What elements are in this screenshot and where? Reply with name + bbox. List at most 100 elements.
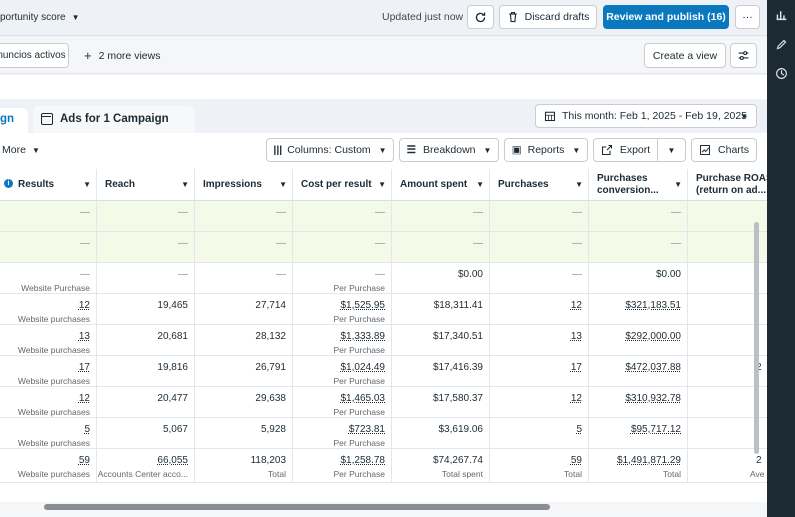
cell-value[interactable]: $1,465.03 (340, 393, 386, 404)
cell-value[interactable]: 17 (570, 362, 582, 373)
cell-value[interactable]: 5 (84, 424, 90, 435)
cell-subtext: Website purchases (17, 376, 90, 386)
chevron-down-icon: ▼ (476, 180, 484, 189)
discard-drafts-button[interactable]: Discard drafts (499, 5, 597, 29)
cell-subtext: Per Purchase (333, 407, 386, 417)
view-chip-active[interactable]: nuncios activos (0, 43, 69, 68)
table-cell: — Website Purchase (0, 263, 97, 294)
header-reach[interactable]: Reach ▼ (97, 169, 195, 201)
cell-value[interactable]: $472,037.88 (625, 362, 681, 373)
cell-value: 5,928 (260, 424, 286, 435)
header-label: Amount spent (400, 179, 468, 190)
reports-label: Reports (527, 144, 565, 156)
vertical-scrollbar[interactable] (754, 222, 759, 454)
chevron-down-icon: ▼ (667, 145, 676, 155)
table-cell: 5 (490, 418, 589, 449)
cell-value[interactable]: 13 (570, 331, 582, 342)
cell-subtext: Per Purchase (333, 283, 386, 293)
table-cell: 5,928 (195, 418, 293, 449)
pencil-icon[interactable] (775, 38, 788, 51)
cell-value[interactable]: $310,932.78 (625, 393, 681, 404)
header-amount-spent[interactable]: Amount spent ▼ (392, 169, 490, 201)
cell-value: — (375, 238, 385, 249)
date-range-picker[interactable]: This month: Feb 1, 2025 - Feb 19, 2025 ▼ (535, 104, 757, 128)
chevron-down-icon: ▼ (181, 180, 189, 189)
tab-campaign[interactable]: gn (0, 108, 28, 133)
export-dropdown-button[interactable]: ▼ (657, 138, 686, 162)
horizontal-scrollbar[interactable] (44, 504, 550, 510)
cell-value[interactable]: 59 (570, 455, 582, 466)
cell-value[interactable]: 5 (576, 424, 582, 435)
cell-value: 5,067 (162, 424, 188, 435)
cell-subtext: Website purchases (17, 345, 90, 355)
cell-value[interactable]: $1,333.89 (340, 331, 386, 342)
refresh-button[interactable] (467, 5, 494, 29)
opportunity-score-dropdown[interactable]: portunity score ▼ (0, 12, 80, 23)
reports-icon: ▣ (511, 144, 522, 156)
create-view-label: Create a view (652, 49, 718, 62)
bar-chart-icon[interactable] (775, 8, 788, 21)
cell-value[interactable]: 12 (78, 393, 90, 404)
reports-button[interactable]: ▣ Reports ▼ (504, 138, 588, 162)
export-button[interactable]: Export (593, 138, 658, 162)
header-purchases-conversion[interactable]: Purchases conversion... ▼ (589, 169, 688, 201)
table-cell: — (195, 201, 293, 232)
table-cell: — (490, 201, 589, 232)
charts-label: Charts (718, 144, 749, 156)
cell-value[interactable]: 66,055 (157, 455, 188, 466)
more-views-button[interactable]: + 2 more views (84, 48, 160, 63)
cell-value: $17,340.51 (432, 331, 483, 342)
cell-value[interactable]: $1,491,871.29 (617, 455, 681, 466)
table-cell: 59 Website purchases (0, 449, 97, 483)
cell-value: — (375, 207, 385, 218)
more-options-button[interactable]: ··· (735, 5, 760, 29)
cell-value[interactable]: $723.81 (348, 424, 385, 435)
columns-icon: ||| (273, 144, 283, 156)
cell-subtext: Website purchases (17, 438, 90, 448)
cell-value[interactable]: $1,024.49 (340, 362, 386, 373)
cell-value: — (178, 238, 188, 249)
table-cell: 12 Website purchases (0, 294, 97, 325)
cell-value[interactable]: $292,000.00 (625, 331, 681, 342)
table-cell: — (97, 263, 195, 294)
cell-value[interactable]: 12 (570, 393, 582, 404)
table-cell: $18,311.41 (392, 294, 490, 325)
breakdown-button[interactable]: ☰ Breakdown ▼ (399, 138, 499, 162)
review-publish-button[interactable]: Review and publish (16) (603, 5, 729, 29)
cell-value[interactable]: 13 (78, 331, 90, 342)
chevron-down-icon: ▼ (378, 145, 387, 155)
table-cell: $17,580.37 (392, 387, 490, 418)
view-settings-button[interactable] (730, 43, 757, 68)
table-cell: 28,132 (195, 325, 293, 356)
table-cell: — (589, 201, 688, 232)
clock-icon[interactable] (775, 67, 788, 80)
more-dropdown[interactable]: More ▼ (2, 144, 40, 156)
top-bar: portunity score ▼ Updated just now Discar… (0, 0, 767, 36)
header-purchases[interactable]: Purchases ▼ (490, 169, 589, 201)
table-toolbar: More ▼ ||| Columns: Custom ▼ ☰ Breakdown … (0, 133, 767, 169)
header-cost-per-result[interactable]: Cost per result ▼ (293, 169, 392, 201)
updated-status: Updated just now (382, 11, 464, 23)
header-purchase-roas[interactable]: Purchase ROAS (return on ad... (688, 169, 767, 201)
table-cell: — (97, 201, 195, 232)
columns-button[interactable]: ||| Columns: Custom ▼ (266, 138, 394, 162)
chevron-down-icon: ▼ (483, 145, 492, 155)
charts-button[interactable]: Charts (691, 138, 757, 162)
create-view-button[interactable]: Create a view (644, 43, 726, 68)
table-cell: 118,203 Total (195, 449, 293, 483)
cell-value[interactable]: 12 (570, 300, 582, 311)
chevron-down-icon: ▼ (71, 13, 80, 22)
header-label: Purchase ROAS (return on ad... (696, 173, 767, 196)
more-dropdown-label: More (2, 144, 26, 156)
header-results[interactable]: i Results ▼ (0, 169, 97, 201)
tab-ads[interactable]: Ads for 1 Campaign (33, 106, 195, 133)
cell-value[interactable]: 17 (78, 362, 90, 373)
cell-value[interactable]: 12 (78, 300, 90, 311)
cell-value[interactable]: $1,525.95 (340, 300, 386, 311)
cell-value: — (276, 269, 286, 280)
header-impressions[interactable]: Impressions ▼ (195, 169, 293, 201)
cell-value[interactable]: $95,717.12 (630, 424, 681, 435)
cell-value[interactable]: 59 (78, 455, 90, 466)
cell-value[interactable]: $321,183.51 (625, 300, 681, 311)
cell-value[interactable]: $1,258.78 (340, 455, 386, 466)
